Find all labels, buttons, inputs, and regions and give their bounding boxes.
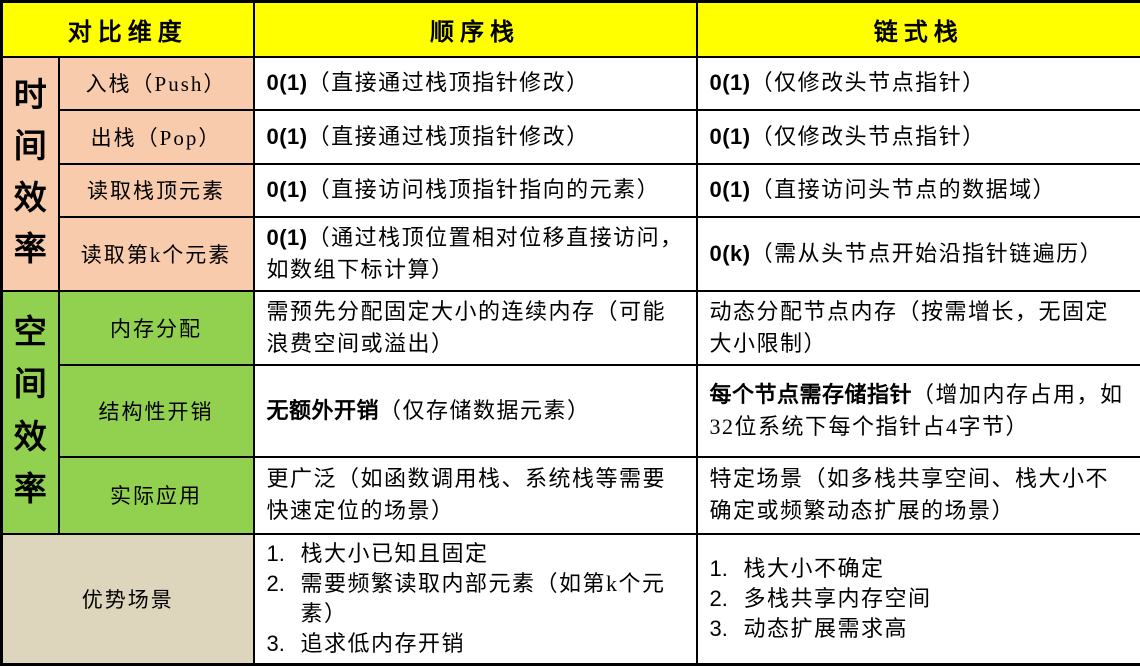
vertical-label-space: 空 间 效 率 bbox=[4, 298, 57, 526]
vertical-label-time: 时 间 效 率 bbox=[4, 61, 57, 286]
header-linked-stack: 链式栈 bbox=[697, 2, 1140, 57]
complexity-value: 0(1) bbox=[710, 124, 751, 149]
list-item: 3.动态扩展需求高 bbox=[710, 614, 1131, 644]
row-structural-overhead: 结构性开销 无额外开销（仅存储数据元素） 每个节点需存储指针（增加内存占用，如3… bbox=[2, 365, 1140, 457]
row-pop: 出栈（Pop） 0(1)（直接通过栈顶指针修改） 0(1)（仅修改头节点指针） bbox=[2, 110, 1140, 164]
cell-text: （仅修改头节点指针） bbox=[751, 124, 986, 149]
vertical-char: 效 bbox=[14, 183, 47, 216]
cell-text: （直接访问栈顶指针指向的元素） bbox=[308, 177, 661, 202]
row-label-practical-application: 实际应用 bbox=[59, 457, 254, 534]
sequential-application-cell: 更广泛（如函数调用栈、系统栈等需要快速定位的场景） bbox=[254, 457, 697, 534]
list-number: 1. bbox=[710, 554, 744, 584]
cell-text: （需从头节点开始沿指针链遍历） bbox=[751, 241, 1104, 266]
header-sequential-stack: 顺序栈 bbox=[254, 2, 697, 57]
linked-advantages-cell: 1.栈大小不确定 2.多栈共享内存空间 3.动态扩展需求高 bbox=[697, 534, 1140, 665]
list-item: 2.多栈共享内存空间 bbox=[710, 584, 1131, 614]
sequential-push-cell: 0(1)（直接通过栈顶指针修改） bbox=[254, 57, 697, 110]
row-read-kth: 读取第k个元素 0(1)（通过栈顶位置相对位移直接访问，如数组下标计算） 0(k… bbox=[2, 217, 1140, 291]
row-practical-application: 实际应用 更广泛（如函数调用栈、系统栈等需要快速定位的场景） 特定场景（如多栈共… bbox=[2, 457, 1140, 534]
list-text: 动态扩展需求高 bbox=[744, 614, 909, 644]
linked-push-cell: 0(1)（仅修改头节点指针） bbox=[697, 57, 1140, 110]
list-number: 2. bbox=[267, 569, 301, 599]
complexity-value: 0(1) bbox=[267, 124, 308, 149]
linked-read-kth-cell: 0(k)（需从头节点开始沿指针链遍历） bbox=[697, 217, 1140, 291]
row-push: 时 间 效 率 入栈（Push） 0(1)（直接通过栈顶指针修改） 0(1)（仅… bbox=[2, 57, 1140, 110]
list-text: 栈大小已知且固定 bbox=[301, 539, 489, 569]
row-label-read-top: 读取栈顶元素 bbox=[59, 164, 254, 217]
linked-overhead-cell: 每个节点需存储指针（增加内存占用，如32位系统下每个指针占4字节） bbox=[697, 365, 1140, 457]
list-text: 需要频繁读取内部元素（如第k个元素） bbox=[301, 569, 686, 629]
list-text: 追求低内存开销 bbox=[301, 629, 466, 659]
list-item: 3.追求低内存开销 bbox=[267, 629, 686, 659]
sequential-memory-cell: 需预先分配固定大小的连续内存（可能浪费空间或溢出） bbox=[254, 291, 697, 365]
cell-text: （通过栈顶位置相对位移直接访问，如数组下标计算） bbox=[267, 225, 684, 282]
cell-text: 更广泛（如函数调用栈、系统栈等需要快速定位的场景） bbox=[267, 466, 667, 523]
linked-read-top-cell: 0(1)（直接访问头节点的数据域） bbox=[697, 164, 1140, 217]
sequential-read-top-cell: 0(1)（直接访问栈顶指针指向的元素） bbox=[254, 164, 697, 217]
vertical-char: 率 bbox=[14, 474, 47, 507]
list-text: 多栈共享内存空间 bbox=[744, 584, 932, 614]
sequential-read-kth-cell: 0(1)（通过栈顶位置相对位移直接访问，如数组下标计算） bbox=[254, 217, 697, 291]
cell-text: 动态分配节点内存（按需增长，无固定大小限制） bbox=[710, 299, 1110, 356]
space-efficiency-group-label: 空 间 效 率 bbox=[2, 291, 59, 534]
linked-application-cell: 特定场景（如多栈共享空间、栈大小不确定或频繁动态扩展的场景） bbox=[697, 457, 1140, 534]
linked-pop-cell: 0(1)（仅修改头节点指针） bbox=[697, 110, 1140, 164]
list-text: 栈大小不确定 bbox=[744, 554, 885, 584]
cell-text: （直接通过栈顶指针修改） bbox=[308, 70, 590, 95]
sequential-overhead-cell: 无额外开销（仅存储数据元素） bbox=[254, 365, 697, 457]
row-label-push: 入栈（Push） bbox=[59, 57, 254, 110]
cell-text: 特定场景（如多栈共享空间、栈大小不确定或频繁动态扩展的场景） bbox=[710, 466, 1110, 523]
vertical-char: 效 bbox=[14, 422, 47, 455]
cell-text: 需预先分配固定大小的连续内存（可能浪费空间或溢出） bbox=[267, 299, 667, 356]
list-item: 1.栈大小不确定 bbox=[710, 554, 1131, 584]
list-number: 3. bbox=[267, 629, 301, 659]
complexity-value: 0(1) bbox=[710, 177, 751, 202]
row-label-pop: 出栈（Pop） bbox=[59, 110, 254, 164]
cell-text: （仅存储数据元素） bbox=[379, 398, 591, 423]
vertical-char: 间 bbox=[14, 131, 47, 164]
complexity-value: 0(1) bbox=[267, 177, 308, 202]
row-label-structural-overhead: 结构性开销 bbox=[59, 365, 254, 457]
bold-text: 每个节点需存储指针 bbox=[710, 382, 913, 407]
complexity-value: 0(1) bbox=[710, 70, 751, 95]
list-number: 1. bbox=[267, 539, 301, 569]
linked-memory-cell: 动态分配节点内存（按需增长，无固定大小限制） bbox=[697, 291, 1140, 365]
list-item: 1.栈大小已知且固定 bbox=[267, 539, 686, 569]
list-number: 3. bbox=[710, 614, 744, 644]
vertical-char: 率 bbox=[14, 234, 47, 267]
row-label-memory-allocation: 内存分配 bbox=[59, 291, 254, 365]
vertical-char: 时 bbox=[14, 80, 47, 113]
cell-text: （仅修改头节点指针） bbox=[751, 70, 986, 95]
cell-text: （直接通过栈顶指针修改） bbox=[308, 124, 590, 149]
list-number: 2. bbox=[710, 584, 744, 614]
bold-text: 无额外开销 bbox=[267, 398, 380, 423]
row-label-advantage-scenarios: 优势场景 bbox=[2, 534, 254, 665]
vertical-char: 间 bbox=[14, 369, 47, 402]
vertical-char: 空 bbox=[14, 317, 47, 350]
time-efficiency-group-label: 时 间 效 率 bbox=[2, 57, 59, 291]
sequential-advantages-cell: 1.栈大小已知且固定 2.需要频繁读取内部元素（如第k个元素） 3.追求低内存开… bbox=[254, 534, 697, 665]
header-dimension: 对比维度 bbox=[2, 2, 254, 57]
row-read-top: 读取栈顶元素 0(1)（直接访问栈顶指针指向的元素） 0(1)（直接访问头节点的… bbox=[2, 164, 1140, 217]
row-label-read-kth: 读取第k个元素 bbox=[59, 217, 254, 291]
sequential-pop-cell: 0(1)（直接通过栈顶指针修改） bbox=[254, 110, 697, 164]
complexity-value: 0(1) bbox=[267, 70, 308, 95]
header-row: 对比维度 顺序栈 链式栈 bbox=[2, 2, 1140, 57]
row-advantage-scenarios: 优势场景 1.栈大小已知且固定 2.需要频繁读取内部元素（如第k个元素） 3.追… bbox=[2, 534, 1140, 665]
complexity-value: 0(1) bbox=[267, 225, 308, 250]
row-memory-allocation: 空 间 效 率 内存分配 需预先分配固定大小的连续内存（可能浪费空间或溢出） 动… bbox=[2, 291, 1140, 365]
cell-text: （直接访问头节点的数据域） bbox=[751, 177, 1057, 202]
list-item: 2.需要频繁读取内部元素（如第k个元素） bbox=[267, 569, 686, 629]
complexity-value: 0(k) bbox=[710, 241, 751, 266]
